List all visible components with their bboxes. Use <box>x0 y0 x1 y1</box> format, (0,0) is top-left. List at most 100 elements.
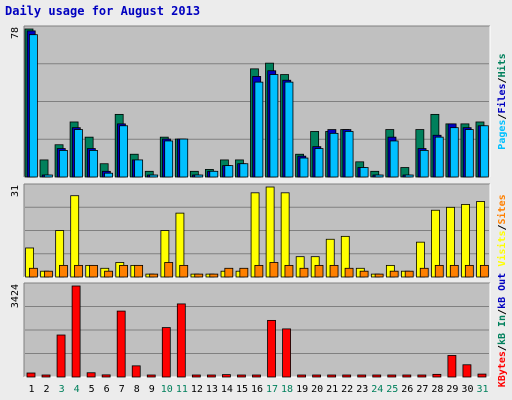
day-label-31: 31 <box>476 384 488 395</box>
day-label-19: 19 <box>296 384 308 395</box>
bar-pages-day-29 <box>449 127 459 178</box>
bar-sites-day-27 <box>419 267 429 278</box>
day-label-5: 5 <box>89 384 95 395</box>
day-label-4: 4 <box>74 384 80 395</box>
bar-sites-day-22 <box>344 267 354 278</box>
bar-sites-day-29 <box>449 264 459 278</box>
bar-pages-day-18 <box>284 81 294 178</box>
chart-panels: 78Pages/Files/Hits31Visits/Sites3424KByt… <box>10 25 508 387</box>
bar-pages-day-25 <box>389 140 399 178</box>
day-label-30: 30 <box>461 384 473 395</box>
bar-kbytes-day-30 <box>462 364 472 378</box>
day-label-2: 2 <box>44 384 50 395</box>
legend-separator: / <box>497 77 508 83</box>
day-label-26: 26 <box>401 384 413 395</box>
day-label-15: 15 <box>236 384 248 395</box>
bar-sites-day-19 <box>299 267 309 278</box>
bar-pages-day-13 <box>209 170 219 178</box>
bar-sites-day-1 <box>28 267 38 278</box>
day-label-27: 27 <box>416 384 428 395</box>
day-label-24: 24 <box>371 384 383 395</box>
day-label-14: 14 <box>221 384 233 395</box>
bar-kbytes-day-14 <box>222 374 231 378</box>
bar-sites-day-11 <box>179 264 189 278</box>
bar-kbytes-day-24 <box>372 374 382 378</box>
day-label-1: 1 <box>29 384 35 395</box>
legend-separator: / <box>497 309 508 315</box>
bar-kbytes-day-8 <box>131 365 141 378</box>
day-label-12: 12 <box>191 384 203 395</box>
bar-sites-day-16 <box>254 264 264 278</box>
day-label-10: 10 <box>161 384 173 395</box>
bar-pages-day-17 <box>269 74 279 178</box>
panel-kbytes: 3424 KBytes/kB In/kB Out <box>10 273 508 387</box>
legend-entry-sites: Sites <box>496 194 508 224</box>
bar-pages-day-24 <box>374 174 384 178</box>
bar-kbytes-day-10 <box>161 327 171 378</box>
legend-entry-pages: Pages <box>497 120 508 150</box>
bar-kbytes-day-15 <box>237 374 246 378</box>
bar-sites-day-17 <box>269 262 279 278</box>
bar-pages-day-23 <box>359 167 369 178</box>
bar-hits-day-2 <box>39 159 49 178</box>
legend-separator: / <box>497 114 508 120</box>
bar-sites-day-2 <box>44 270 53 278</box>
day-label-3: 3 <box>59 384 65 395</box>
bar-pages-day-30 <box>464 129 474 178</box>
y-max-label-kbytes: 3424 <box>10 284 21 308</box>
bar-kbytes-day-1 <box>26 372 36 378</box>
day-label-29: 29 <box>446 384 458 395</box>
bar-pages-day-21 <box>329 132 339 178</box>
bar-pages-day-20 <box>314 148 324 178</box>
day-label-18: 18 <box>281 384 293 395</box>
bar-pages-day-10 <box>164 140 174 178</box>
day-label-13: 13 <box>206 384 218 395</box>
day-label-23: 23 <box>356 384 368 395</box>
bar-sites-day-20 <box>314 264 324 278</box>
day-label-25: 25 <box>386 384 398 395</box>
bar-visits-day-16 <box>250 192 260 278</box>
bar-pages-day-6 <box>104 172 113 178</box>
bar-kbytes-day-20 <box>312 374 322 378</box>
bar-kbytes-day-18 <box>282 328 291 378</box>
bar-kbytes-day-17 <box>267 319 276 378</box>
bar-sites-day-28 <box>434 264 444 278</box>
legend-separator: / <box>497 224 508 230</box>
bar-kbytes-day-22 <box>342 374 352 378</box>
bar-pages-day-8 <box>134 159 144 178</box>
bar-kbytes-day-4 <box>71 285 81 378</box>
bar-kbytes-day-5 <box>86 372 96 378</box>
bar-kbytes-day-23 <box>357 374 367 378</box>
bar-kbytes-day-29 <box>447 355 457 378</box>
bar-sites-day-13 <box>209 273 219 278</box>
bar-sites-day-24 <box>374 273 384 278</box>
day-label-22: 22 <box>341 384 353 395</box>
bar-kbytes-day-7 <box>116 310 126 378</box>
day-label-11: 11 <box>176 384 188 395</box>
bar-kbytes-day-2 <box>41 374 51 378</box>
bar-kbytes-day-3 <box>56 334 66 378</box>
bar-sites-day-21 <box>329 264 339 278</box>
bar-sites-day-5 <box>89 264 98 278</box>
legend-separator: / <box>497 345 508 351</box>
day-label-8: 8 <box>134 384 140 395</box>
day-label-9: 9 <box>149 384 155 395</box>
bar-kbytes-day-16 <box>252 374 261 378</box>
bar-kbytes-day-11 <box>176 303 186 378</box>
bar-sites-day-12 <box>194 273 204 278</box>
bars-visits <box>25 186 489 278</box>
bar-sites-day-25 <box>389 270 399 278</box>
bar-kbytes-day-26 <box>402 374 412 378</box>
bar-kbytes-day-28 <box>432 373 442 378</box>
legend-entry-hits: Hits <box>496 53 508 77</box>
bar-visits-day-4 <box>70 195 80 278</box>
day-label-28: 28 <box>431 384 443 395</box>
bar-sites-day-7 <box>119 264 128 278</box>
bar-pages-day-1 <box>28 34 38 178</box>
legend-entry-visits: Visits <box>496 231 508 267</box>
bar-pages-day-7 <box>119 125 128 178</box>
bar-pages-day-5 <box>89 150 98 178</box>
legend-kbytes: KBytes/kB In/kB Out <box>497 273 508 387</box>
